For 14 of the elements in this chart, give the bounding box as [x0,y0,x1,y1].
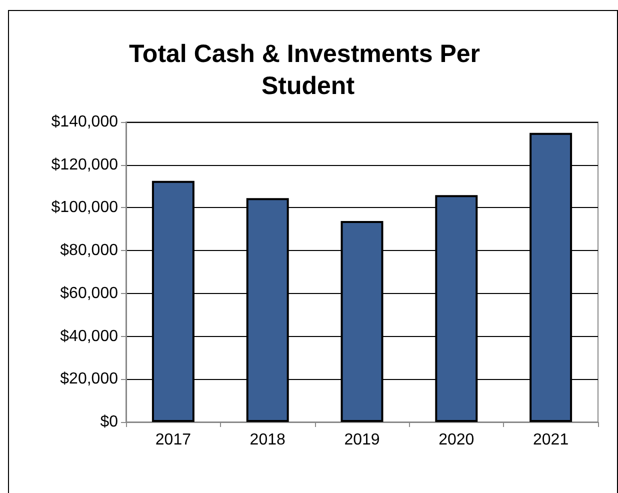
x-tick-label: 2017 [155,432,192,448]
y-tick-label: $120,000 [51,156,118,174]
x-tick-label: 2021 [533,432,569,448]
y-tick-label: $80,000 [60,242,118,260]
x-tick-label: 2020 [438,432,474,448]
y-tick-label: $0 [100,414,118,430]
y-tick-label: $20,000 [60,370,118,388]
x-tick-label: 2019 [344,432,380,448]
y-tick-label: $40,000 [60,328,118,345]
y-tick-label: $100,000 [51,199,118,216]
x-tick-label: 2018 [250,432,286,448]
chart-title: Total Cash & Investments Per Student [129,40,487,100]
y-tick-label: $60,000 [60,284,118,302]
y-tick-label: $140,000 [51,114,118,130]
